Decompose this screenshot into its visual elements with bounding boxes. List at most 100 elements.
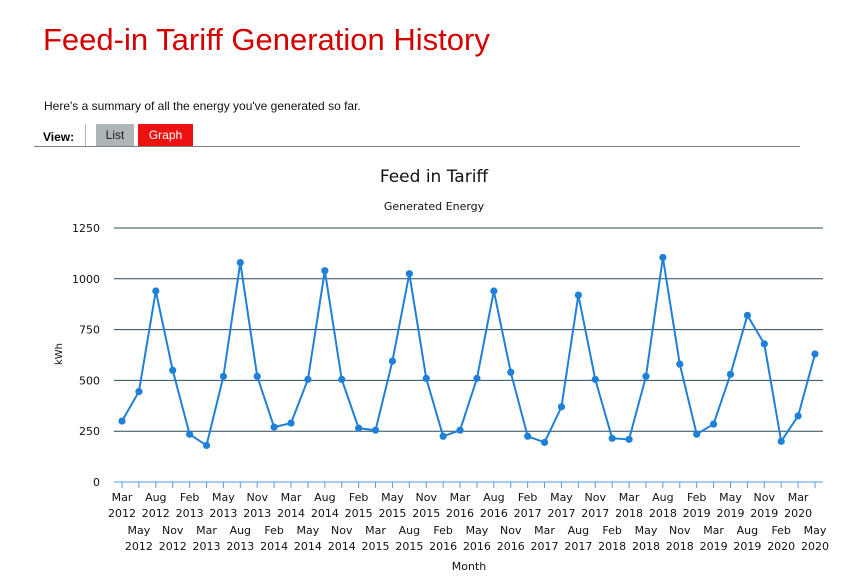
- data-point[interactable]: [321, 267, 329, 275]
- x-tick-label: May 2014: [294, 524, 322, 553]
- data-point[interactable]: [118, 417, 126, 425]
- data-point[interactable]: [202, 441, 211, 450]
- data-point[interactable]: [135, 387, 143, 396]
- data-point[interactable]: [642, 372, 650, 380]
- x-tick-label: Mar 2015: [362, 524, 390, 553]
- data-point[interactable]: [574, 291, 582, 299]
- x-tick-label: Aug 2012: [142, 491, 170, 520]
- data-point[interactable]: [676, 360, 684, 368]
- data-point[interactable]: [186, 430, 194, 438]
- chart-title: Feed in Tariff: [380, 167, 490, 187]
- data-point[interactable]: [422, 374, 430, 382]
- y-tick-label: 1000: [72, 273, 100, 286]
- x-tick-label: Nov 2019: [750, 491, 778, 520]
- view-divider: [85, 124, 86, 146]
- data-point[interactable]: [726, 370, 735, 378]
- data-point[interactable]: [236, 258, 244, 267]
- data-point[interactable]: [388, 357, 397, 365]
- data-point[interactable]: [439, 432, 447, 440]
- data-point[interactable]: [355, 424, 363, 432]
- data-point[interactable]: [507, 368, 515, 376]
- x-tick-label: Feb 2020: [767, 524, 795, 553]
- data-point[interactable]: [371, 426, 380, 434]
- data-point[interactable]: [490, 287, 498, 295]
- data-point[interactable]: [557, 403, 566, 411]
- data-point[interactable]: [608, 434, 616, 442]
- data-point[interactable]: [540, 438, 549, 446]
- data-point[interactable]: [743, 311, 751, 319]
- x-tick-label: May 2017: [547, 491, 575, 520]
- x-axis: Mar 2012 May 2012 Aug 2012 Nov 2012 Feb 2013 Mar 20…: [108, 481, 829, 553]
- y-tick-label: 750: [79, 324, 100, 337]
- data-point[interactable]: [287, 419, 295, 427]
- data-point[interactable]: [591, 375, 599, 383]
- x-tick-label: Aug 2014: [311, 491, 339, 520]
- x-tick-label: Mar 2019: [700, 524, 728, 553]
- x-tick-label: Aug 2015: [395, 524, 423, 553]
- y-tick-label: 250: [79, 425, 100, 438]
- x-tick-label: May 2015: [378, 491, 406, 520]
- tab-list[interactable]: List: [96, 124, 134, 146]
- data-point[interactable]: [473, 374, 481, 382]
- y-tick-label: 500: [79, 374, 100, 387]
- x-tick-label: Mar 2012: [108, 491, 136, 520]
- data-point[interactable]: [794, 412, 802, 420]
- x-tick-label: Nov 2014: [328, 524, 356, 553]
- data-point[interactable]: [693, 430, 701, 438]
- x-tick-label: Feb 2015: [345, 491, 373, 520]
- x-tick-label: Nov 2016: [497, 524, 525, 553]
- data-point[interactable]: [169, 366, 177, 374]
- x-tick-label: Nov 2018: [666, 524, 694, 553]
- x-tick-label: May 2020: [801, 524, 829, 553]
- x-tick-label: Mar 2014: [277, 491, 305, 520]
- data-point[interactable]: [456, 426, 464, 434]
- data-point[interactable]: [524, 432, 532, 440]
- x-tick-label: Nov 2013: [243, 491, 271, 520]
- x-tick-label: Mar 2018: [615, 491, 643, 520]
- data-point[interactable]: [219, 372, 228, 380]
- x-tick-label: Feb 2013: [176, 491, 204, 520]
- x-axis-label: Month: [452, 560, 487, 573]
- data-point[interactable]: [811, 350, 819, 358]
- x-tick-label: Feb 2014: [260, 524, 288, 553]
- x-tick-label: Feb 2019: [683, 491, 711, 520]
- x-tick-label: Feb 2017: [514, 491, 542, 520]
- summary-text: Here's a summary of all the energy you'v…: [44, 99, 361, 113]
- x-tick-label: Aug 2016: [480, 491, 508, 520]
- view-label: View:: [43, 130, 75, 144]
- y-axis-label: kWh: [54, 343, 65, 365]
- y-tick-label: 1250: [72, 222, 100, 235]
- series-layer: [118, 253, 819, 450]
- data-point[interactable]: [338, 375, 346, 383]
- x-tick-label: Aug 2013: [226, 524, 254, 553]
- data-point[interactable]: [625, 435, 633, 443]
- series-line: [121, 257, 816, 448]
- x-tick-label: Nov 2015: [412, 491, 440, 520]
- x-tick-label: Mar 2013: [193, 524, 221, 553]
- x-tick-label: May 2018: [632, 524, 660, 553]
- x-tick-label: Feb 2016: [429, 524, 457, 553]
- x-tick-label: May 2019: [716, 491, 744, 520]
- data-point[interactable]: [304, 375, 312, 383]
- x-tick-label: May 2013: [209, 491, 237, 520]
- view-selector: View: List Graph: [34, 124, 800, 147]
- data-point[interactable]: [777, 437, 785, 445]
- data-point[interactable]: [270, 423, 278, 431]
- x-tick-label: Mar 2017: [531, 524, 559, 553]
- x-tick-label: Mar 2020: [784, 491, 812, 520]
- x-tick-label: May 2012: [125, 524, 153, 553]
- data-point[interactable]: [405, 270, 413, 278]
- data-point[interactable]: [152, 287, 160, 295]
- y-tick-labels: 0 250 500 750 1000 1250: [72, 222, 100, 489]
- page-title: Feed-in Tariff Generation History: [43, 22, 490, 57]
- data-point[interactable]: [760, 340, 768, 348]
- tab-graph[interactable]: Graph: [138, 124, 193, 146]
- data-point[interactable]: [709, 420, 718, 428]
- x-tick-label: May 2016: [463, 524, 491, 553]
- x-tick-label: Aug 2019: [733, 524, 761, 553]
- x-tick-label: Aug 2018: [649, 491, 677, 520]
- data-point[interactable]: [659, 253, 667, 262]
- x-tick-label: Mar 2016: [446, 491, 474, 520]
- x-tick-label: Feb 2018: [598, 524, 626, 553]
- data-point[interactable]: [253, 372, 261, 380]
